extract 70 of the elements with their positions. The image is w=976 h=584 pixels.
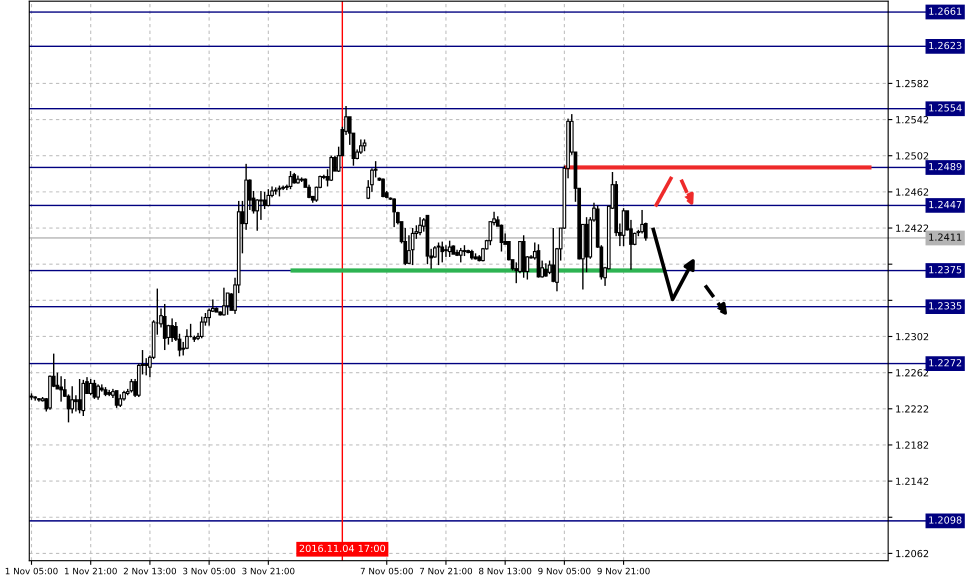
ref-line-label: 1.2554 (929, 104, 962, 112)
candlestick (436, 242, 440, 266)
x-tick-label: 1 Nov 05:00 (6, 568, 58, 574)
x-tick-label: 1 Nov 21:00 (64, 568, 117, 574)
y-tick-label: 1.2182 (896, 441, 928, 449)
ref-line-label: 1.2489 (929, 162, 962, 170)
candlestick (452, 244, 456, 255)
candlestick (259, 190, 263, 221)
y-tick-label: 1.2222 (896, 405, 928, 412)
ref-line-label: 1.2623 (929, 42, 962, 50)
candlestick (640, 209, 644, 234)
y-tick-label: 1.2462 (896, 188, 928, 196)
x-tick-label: 9 Nov 21:00 (597, 568, 650, 574)
x-tick-label: 9 Nov 05:00 (538, 568, 590, 574)
candlestick (114, 390, 118, 409)
y-tick-label: 1.2542 (896, 116, 928, 124)
ref-line-label: 1.2411 (929, 233, 962, 241)
candlestick (410, 227, 414, 266)
candlestick (104, 386, 108, 397)
candlestick (200, 316, 204, 339)
candlestick (381, 178, 385, 198)
candlestick (88, 378, 93, 396)
candlestick (78, 378, 82, 414)
ref-line-label: 1.2335 (929, 302, 962, 310)
candlestick (118, 394, 122, 408)
candlestick (92, 379, 96, 400)
x-tick-label: 2016.11.04 17:00 (300, 544, 386, 552)
candlestick (551, 227, 556, 283)
y-tick-label: 1.2422 (896, 224, 928, 232)
candlestick (59, 376, 63, 402)
candlestick (444, 244, 448, 258)
candlestick (448, 240, 452, 258)
x-tick-label: 7 Nov 21:00 (420, 568, 472, 574)
candlestick (170, 318, 174, 343)
y-tick-label: 1.2262 (896, 369, 928, 376)
y-tick-label: 1.2502 (896, 152, 928, 160)
candlestick (96, 384, 100, 400)
candlestick (162, 303, 167, 351)
x-tick-label: 3 Nov 05:00 (183, 568, 236, 574)
y-tick-label: 1.2582 (896, 80, 928, 88)
ref-line-label: 1.2272 (929, 359, 962, 366)
y-tick-label: 1.2302 (896, 332, 928, 340)
ref-line-label: 1.2375 (929, 266, 962, 274)
ref-line-label: 1.2098 (929, 516, 962, 524)
candlestick (458, 247, 463, 264)
candlestick (130, 378, 134, 394)
x-tick-label: 8 Nov 13:00 (479, 568, 532, 574)
candlestick (470, 249, 474, 260)
candlestick (362, 138, 366, 152)
candlestick (544, 262, 548, 278)
candlestick (288, 170, 292, 190)
candlestick (440, 240, 444, 264)
y-tick-label: 1.2142 (896, 478, 928, 485)
y-tick-label: 1.2062 (896, 550, 928, 558)
x-tick-label: 2 Nov 13:00 (124, 568, 176, 574)
candlestick (278, 184, 282, 198)
ref-line-label: 1.2447 (929, 200, 962, 208)
candlestick (392, 198, 396, 228)
candlestick (70, 386, 74, 414)
candlestick (500, 224, 504, 252)
candlestick (266, 188, 270, 208)
candlestick (222, 286, 226, 316)
x-tick-label: 3 Nov 21:00 (242, 568, 294, 574)
ref-line-label: 1.2661 (929, 7, 962, 15)
x-tick-label: 7 Nov 05:00 (360, 568, 413, 574)
candlestick (74, 394, 78, 412)
candlestick (632, 232, 637, 246)
candlestick (462, 244, 466, 257)
candlestick (144, 357, 148, 376)
candlestick (418, 216, 422, 236)
